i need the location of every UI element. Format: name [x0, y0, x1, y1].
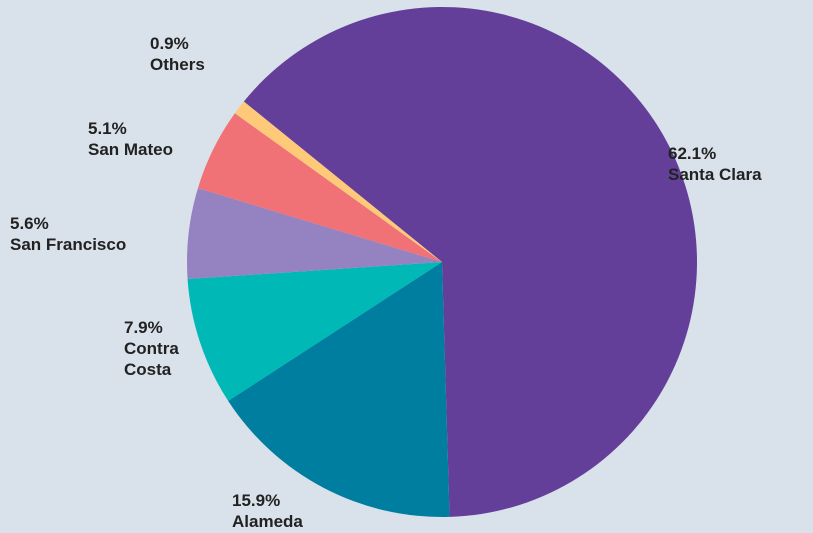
category-label: Contra Costa — [124, 339, 179, 379]
value-label: 5.6% — [10, 214, 49, 233]
pie-slice — [228, 262, 450, 517]
value-label: 0.9% — [150, 34, 189, 53]
value-label: 7.9% — [124, 318, 163, 337]
category-label: Others — [150, 55, 205, 74]
pie-slice — [243, 7, 698, 517]
pie-slice — [187, 188, 442, 280]
category-label: Santa Clara — [668, 165, 762, 184]
slice-label: 62.1% Santa Clara — [668, 143, 788, 185]
slice-label: 0.9% Others — [150, 33, 250, 75]
slice-label: 5.6% San Francisco — [10, 213, 160, 255]
pie-slice — [197, 113, 442, 262]
slice-label: 5.1% San Mateo — [88, 118, 218, 160]
category-label: San Francisco — [10, 235, 127, 254]
value-label: 15.9% — [232, 491, 281, 510]
slice-label: 7.9% Contra Costa — [124, 317, 184, 380]
category-label: San Mateo — [88, 140, 174, 159]
slice-label: 15.9% Alameda — [232, 490, 352, 532]
value-label: 62.1% — [668, 144, 717, 163]
category-label: Alameda — [232, 512, 303, 531]
value-label: 5.1% — [88, 119, 127, 138]
pie-slice — [187, 262, 442, 401]
pie-slice — [234, 101, 442, 262]
